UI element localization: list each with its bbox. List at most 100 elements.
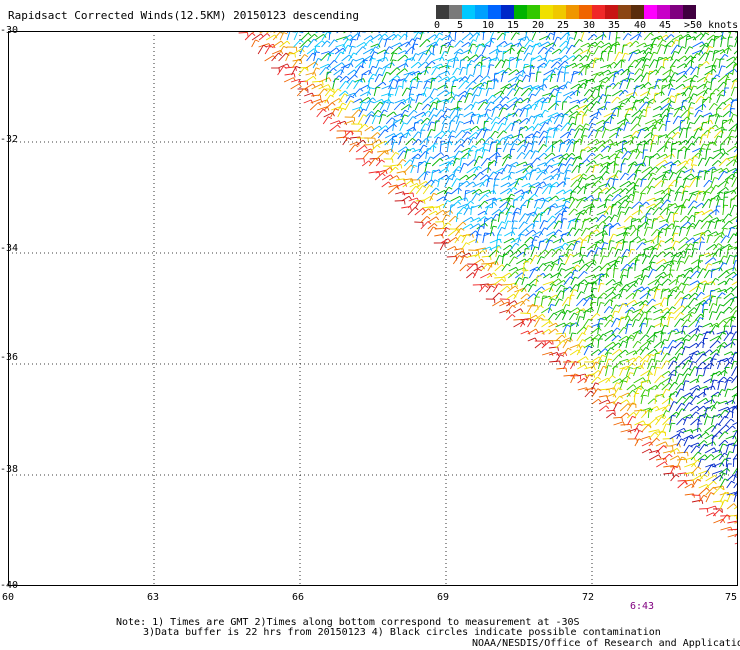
wind-barb-tick [576,156,581,160]
wind-barb-tick [653,177,658,181]
wind-barb [494,264,503,272]
wind-barb [416,171,426,181]
wind-barb [378,114,383,125]
wind-barb [327,47,337,55]
wind-barb-tick [484,142,490,145]
wind-barb [508,161,517,167]
wind-barb-tick [645,347,650,350]
wind-barb-tick [466,264,470,268]
wind-barb-tick [699,317,704,320]
legend-label-10: >50 knots [684,20,739,31]
wind-barb-tick [534,220,539,223]
wind-barb [458,174,467,181]
wind-barb [668,269,672,279]
wind-barb [648,156,651,167]
wind-barb [547,205,552,216]
wind-barb-tick [700,114,704,118]
wind-barb-tick [296,65,301,69]
wind-barb-tick [404,109,409,113]
wind-barb [418,144,424,153]
wind-barb [612,281,621,286]
wind-barb [293,39,301,48]
wind-barb [461,131,468,139]
wind-barb-tick [465,174,470,179]
wind-barb [431,63,442,69]
wind-barb [374,73,380,83]
wind-barb-tick [391,62,395,67]
wind-barb [682,359,689,370]
wind-barb [548,339,560,342]
wind-barb [324,94,331,104]
wind-barb [713,235,721,244]
wind-barb [729,99,734,111]
wind-barb-tick [662,123,667,127]
wind-barb-tick [699,282,704,285]
wind-barb [730,361,735,370]
wind-barb-tick [728,213,733,217]
wind-barb-tick [441,109,445,113]
wind-barb-tick [293,73,296,78]
wind-barb [702,294,712,300]
wind-barb [447,31,452,41]
wind-barb-tick [448,186,453,190]
wind-barb-tick [455,169,460,172]
wind-barb-tick [687,334,691,338]
wind-barb [421,208,429,216]
wind-barb [626,72,631,83]
wind-barb [674,204,684,209]
wind-barb [722,205,725,216]
wind-barb [688,361,693,370]
wind-barb-tick [731,129,736,132]
wind-barb [403,178,413,181]
wind-barb-tick [722,319,727,324]
wind-barb-tick [422,185,427,189]
wind-barb-tick [722,37,727,39]
wind-barb-tick [511,314,516,318]
wind-barb-tick [576,264,581,268]
wind-barb-tick [328,84,331,89]
wind-barb-tick [633,225,637,230]
wind-barb-tick [396,175,400,180]
wind-barb [527,337,536,342]
wind-barb [521,74,527,83]
wind-barb-tick [720,359,725,362]
wind-barb [687,297,695,307]
wind-barb [615,128,620,139]
wind-barb-tick [692,361,697,364]
wind-barb-tick [675,240,680,243]
wind-barb-tick [415,185,420,189]
wind-barb-tick [488,117,493,120]
wind-barb [467,150,470,160]
wind-barb-tick [326,40,331,44]
wind-barb-tick [424,93,427,98]
wind-barb [653,360,657,370]
wind-barb [513,97,521,104]
wind-barb [497,212,501,223]
wind-barb-tick [686,319,691,323]
wind-barb-tick [697,127,702,131]
wind-barb [688,85,694,97]
wind-barb [486,178,490,188]
wind-barb [603,112,614,118]
wind-barb [313,51,317,62]
wind-barb [697,64,700,76]
wind-barb [649,143,653,153]
wind-barb [564,254,571,265]
wind-barb [646,348,656,356]
wind-barb [607,240,611,251]
wind-barb [318,77,330,83]
wind-barb-tick [424,123,429,126]
wind-barb [323,102,333,111]
wind-barb-tick [581,259,585,264]
wind-barb [609,222,619,230]
wind-barb-tick [501,300,505,304]
wind-barb-tick [341,62,345,66]
wind-barb-tick [642,377,646,382]
wind-barb-tick [650,138,654,143]
wind-barb [513,321,523,328]
wind-barb [617,106,620,118]
wind-barb [582,217,591,223]
wind-barb [677,150,679,160]
wind-barb [609,114,613,125]
wind-barb [709,93,712,104]
